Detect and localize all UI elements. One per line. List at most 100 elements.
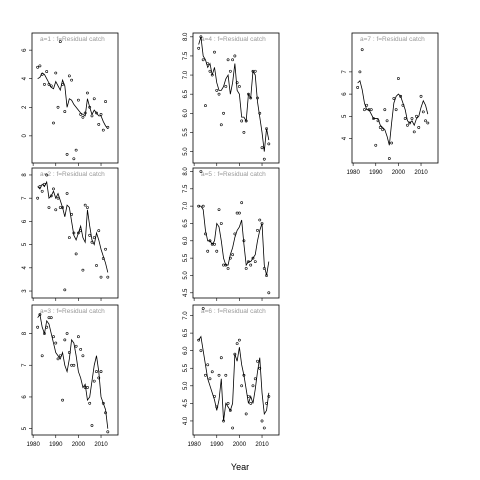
data-point (86, 206, 89, 209)
data-point (262, 267, 266, 270)
data-point (247, 260, 250, 264)
data-point (267, 291, 271, 295)
data-point (74, 252, 78, 256)
data-point (419, 94, 423, 98)
y-tick-label: 6 (22, 48, 28, 52)
data-point (208, 239, 212, 243)
x-tick-label: 1990 (210, 442, 224, 448)
data-point (88, 105, 92, 109)
data-point (43, 182, 46, 186)
data-point (251, 384, 255, 388)
data-point (265, 127, 268, 130)
panel-frame (31, 167, 119, 299)
y-tick-label: 4.5 (183, 399, 189, 408)
panel-frame (31, 304, 119, 436)
panel-title: a=6 : f=Residual catch (201, 308, 266, 315)
data-point (79, 113, 83, 116)
data-point (92, 97, 96, 101)
data-point (99, 370, 103, 373)
data-point (399, 94, 403, 98)
panel-title: a=5 : f=Residual catch (201, 171, 266, 178)
data-point (88, 401, 92, 405)
data-point (376, 119, 380, 123)
data-point (219, 356, 223, 360)
y-tick-label: 5.5 (183, 128, 189, 137)
y-tick-label: 8.0 (183, 32, 189, 41)
data-point (92, 236, 96, 240)
data-point (415, 114, 418, 118)
data-point (222, 111, 225, 115)
y-tick-label: 6.0 (183, 346, 189, 355)
data-point (258, 111, 262, 115)
data-point (63, 338, 67, 342)
data-point (267, 142, 271, 146)
data-point (83, 111, 87, 115)
data-point (45, 325, 49, 329)
x-tick-label: 2010 (414, 170, 428, 176)
data-point (63, 110, 67, 113)
data-point (201, 307, 205, 310)
data-point (40, 189, 44, 193)
data-point (56, 105, 60, 109)
data-point (70, 78, 74, 82)
data-point (65, 153, 69, 156)
data-point (206, 363, 210, 367)
data-point (204, 373, 207, 377)
data-point (387, 157, 391, 160)
data-point (204, 232, 207, 236)
data-point (213, 50, 216, 54)
y-tick-label: 5.0 (183, 381, 189, 390)
data-point (228, 409, 232, 412)
data-point (208, 69, 212, 73)
data-point (403, 117, 407, 120)
data-point (385, 119, 389, 123)
data-point (74, 344, 78, 348)
panel-title: a=3 : f=Residual catch (40, 308, 105, 315)
data-point (237, 338, 241, 342)
data-point (426, 121, 430, 125)
data-point (47, 83, 51, 86)
data-point (253, 69, 257, 73)
data-point (40, 354, 44, 358)
y-tick-label: 6 (342, 92, 348, 96)
data-point (251, 256, 255, 260)
data-point (58, 206, 62, 209)
data-point (256, 228, 259, 232)
data-point (97, 123, 101, 126)
data-point (215, 88, 219, 92)
fit-line (198, 36, 270, 152)
y-tick-label: 6.5 (183, 89, 189, 98)
data-point (106, 430, 110, 434)
y-tick-label: 5.5 (183, 363, 189, 372)
data-point (240, 384, 244, 388)
x-axis-label: Year (231, 462, 249, 472)
data-point (47, 206, 51, 209)
data-point (363, 108, 366, 112)
data-point (72, 157, 76, 161)
data-point (421, 110, 425, 114)
data-point (106, 275, 110, 279)
x-tick-label: 1980 (187, 442, 201, 448)
y-tick-label: 7.0 (183, 311, 189, 320)
panel-title: a=7 : f=Residual catch (360, 36, 425, 43)
data-point (228, 69, 232, 73)
data-point (228, 256, 232, 260)
data-point (217, 92, 221, 96)
data-point (54, 341, 58, 345)
data-point (199, 35, 203, 39)
x-tick-label: 1980 (346, 170, 360, 176)
data-point (72, 231, 76, 235)
data-point (233, 232, 237, 236)
data-point (215, 405, 219, 409)
data-point (43, 83, 46, 86)
data-point (206, 249, 210, 253)
y-tick-label: 4.0 (183, 416, 189, 425)
data-point (67, 351, 71, 354)
data-point (365, 103, 369, 107)
data-point (43, 332, 46, 335)
data-point (88, 233, 92, 237)
panel-frame (192, 32, 280, 164)
data-point (210, 370, 214, 374)
data-point (242, 239, 246, 243)
